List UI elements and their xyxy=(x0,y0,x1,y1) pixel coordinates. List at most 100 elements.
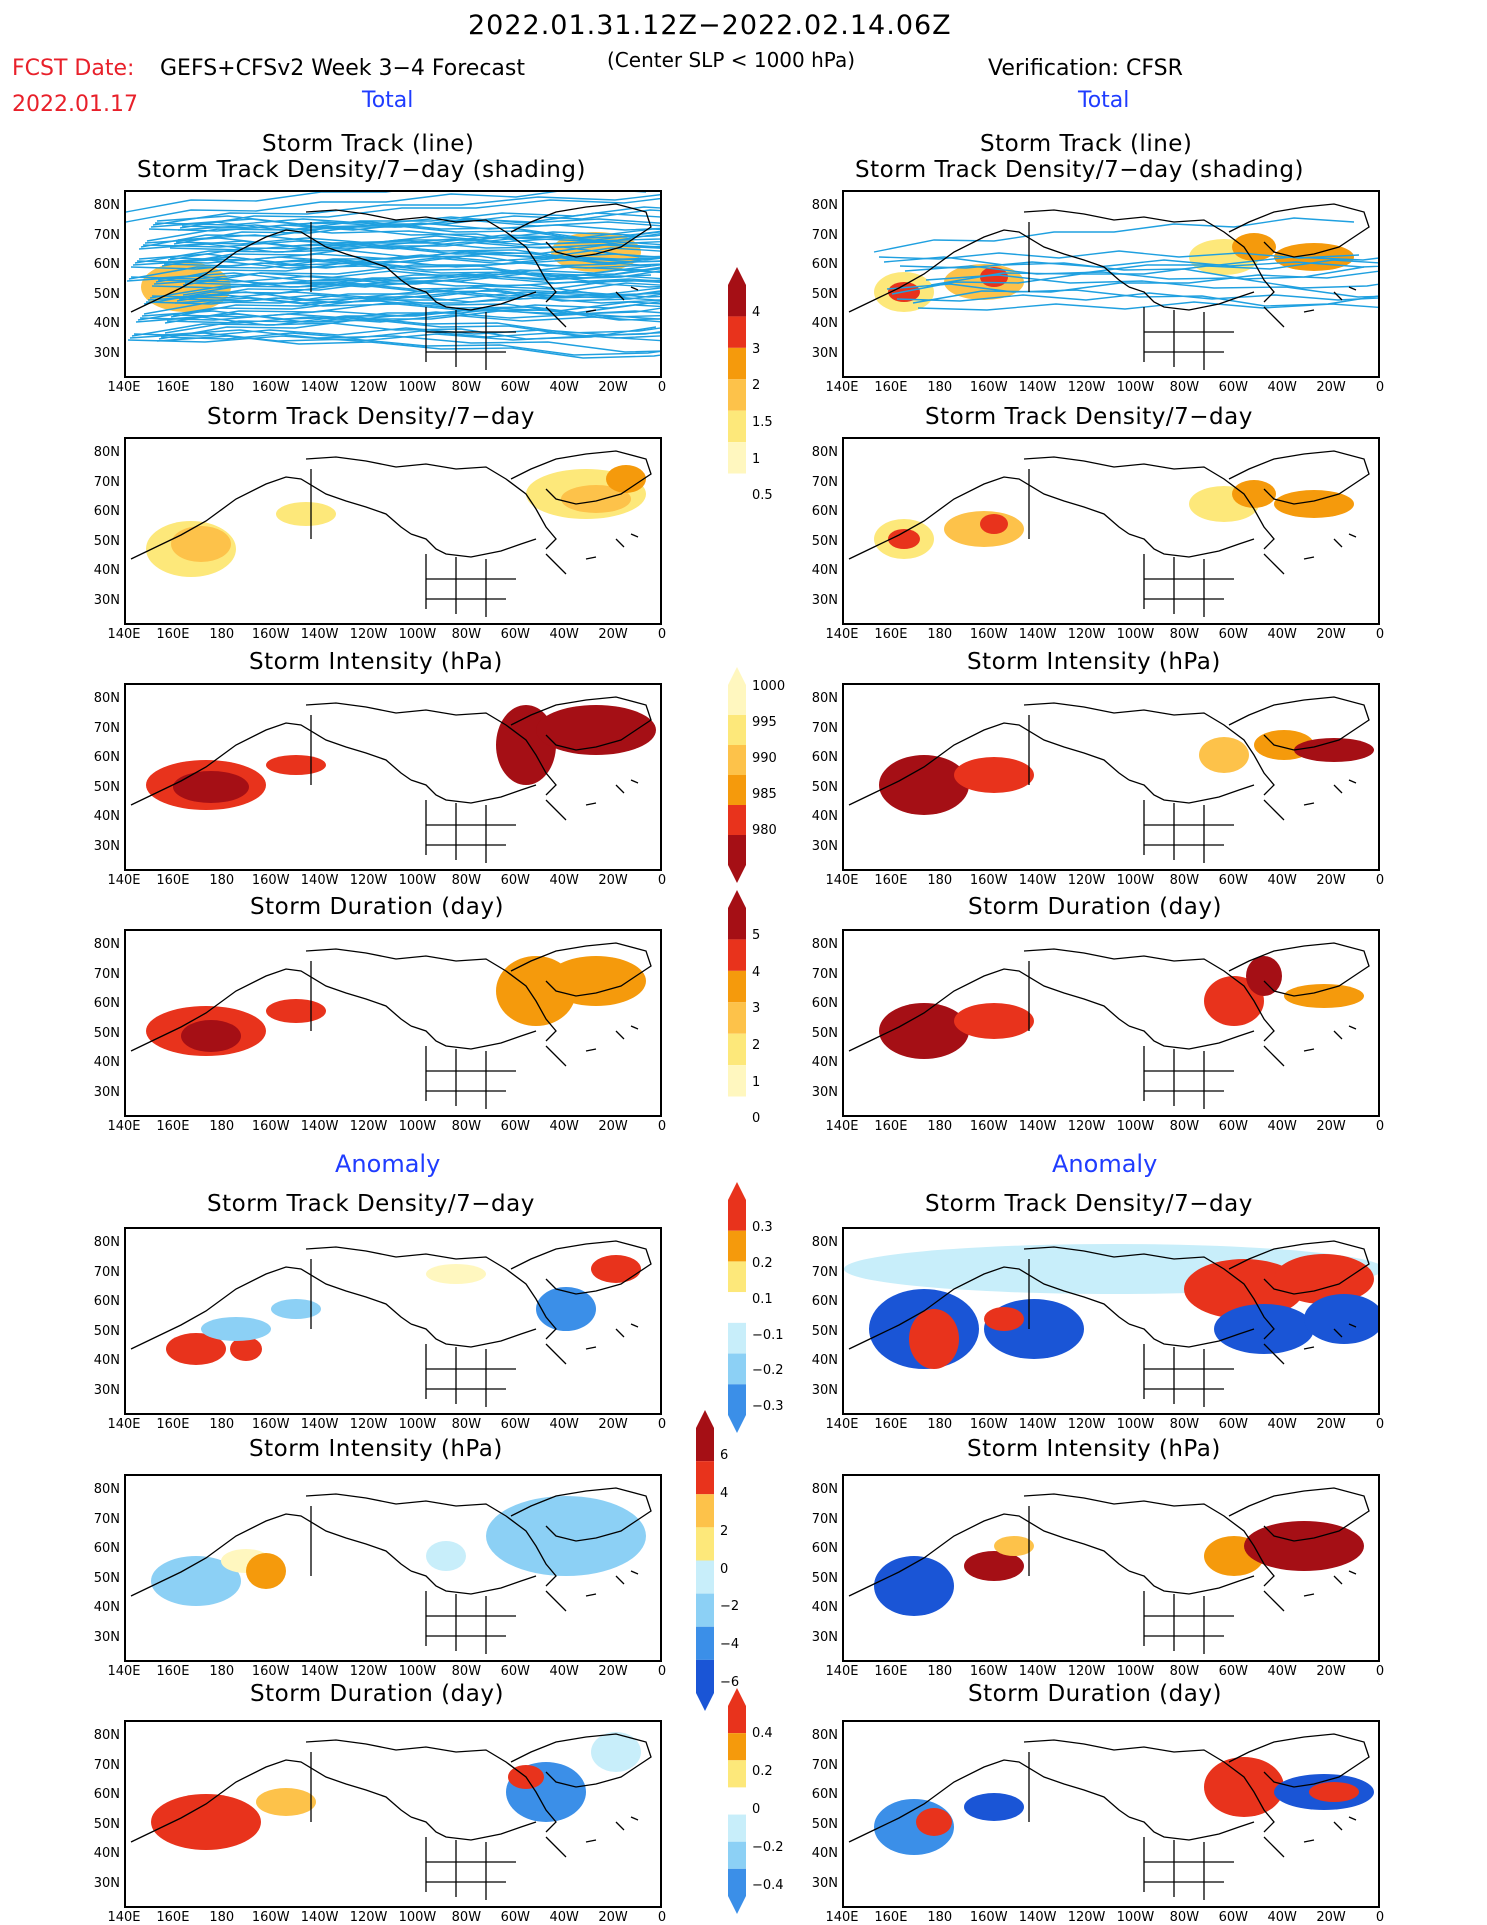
lon-label: 120W xyxy=(349,873,388,888)
lon-label: 0 xyxy=(1375,380,1385,395)
colorbar-label: 995 xyxy=(752,715,777,730)
lon-label: 140E xyxy=(825,873,859,888)
lon-label: 0 xyxy=(1375,873,1385,888)
storm-track-line xyxy=(154,216,660,226)
lat-label: 50N xyxy=(811,533,838,549)
lat-label: 60N xyxy=(93,1294,120,1309)
map-intensity-forecast xyxy=(124,683,662,871)
lon-label: 180 xyxy=(927,873,953,888)
colorbar-label: −0.4 xyxy=(752,1878,784,1893)
lon-label: 140E xyxy=(107,873,141,888)
coastline xyxy=(410,1025,537,1050)
lon-label: 20W xyxy=(598,1417,628,1432)
lat-label: 30N xyxy=(93,838,120,854)
shade-blob xyxy=(201,1317,271,1341)
coastline xyxy=(510,1487,652,1542)
lon-label: 180 xyxy=(209,380,235,395)
lon-label: 80W xyxy=(451,1417,482,1432)
lat-label: 40N xyxy=(811,809,838,824)
lat-label: 40N xyxy=(93,809,120,824)
shade-blob xyxy=(1199,737,1249,773)
colorbar-label: 985 xyxy=(752,787,777,802)
lat-label: 70N xyxy=(93,227,120,243)
colorbar-swatch xyxy=(728,1384,746,1415)
shade-blob xyxy=(151,1794,261,1850)
colorbar-top-arrow xyxy=(728,667,746,685)
coastline xyxy=(425,1591,516,1654)
panel4r-title: Storm Duration (day) xyxy=(968,894,1222,920)
lon-label: 160E xyxy=(156,1664,190,1679)
lon-label: 120W xyxy=(1067,1119,1106,1134)
colorbar-label: 0 xyxy=(752,1802,761,1817)
lon-label: 140W xyxy=(1018,627,1057,642)
lat-label: 50N xyxy=(93,1323,120,1339)
colorbar-swatch xyxy=(728,715,746,745)
lat-label: 30N xyxy=(93,1382,120,1398)
shade-blob xyxy=(984,1307,1024,1331)
coastline xyxy=(1228,203,1370,258)
lat-label: 40N xyxy=(93,316,120,331)
lon-label: 160E xyxy=(874,1119,908,1134)
coastline xyxy=(545,306,597,328)
coastline xyxy=(510,696,652,751)
lat-label: 60N xyxy=(811,750,838,765)
shade-blob xyxy=(546,956,646,1006)
lat-label: 50N xyxy=(811,1816,838,1832)
shade-blob xyxy=(1244,1521,1364,1571)
colorbar-label: −0.3 xyxy=(752,1399,784,1415)
lon-label: 120W xyxy=(1067,627,1106,642)
lat-label: 60N xyxy=(811,1787,838,1802)
colorbar-swatch xyxy=(728,775,746,805)
colorbar-bottom-arrow xyxy=(728,1415,746,1433)
coastline xyxy=(848,968,1130,1052)
lon-label: 60W xyxy=(500,873,530,888)
shade-blob xyxy=(536,705,656,755)
shade-blob xyxy=(888,529,920,549)
colorbar-label: 0.2 xyxy=(752,1764,773,1779)
map-density-anomaly-verification xyxy=(842,1227,1380,1415)
storm-track-line xyxy=(912,270,1378,304)
map-intensity-verification-svg xyxy=(848,696,1374,863)
map-intensity-anomaly-verification xyxy=(842,1474,1380,1662)
colorbar-label: 0.2 xyxy=(752,1255,773,1271)
shade-blob xyxy=(980,514,1008,534)
lon-label: 0 xyxy=(657,1664,667,1679)
colorbar-swatch xyxy=(696,1659,714,1693)
coastline xyxy=(425,307,516,370)
lon-label: 20W xyxy=(1316,380,1346,395)
storm-track-line xyxy=(177,224,660,248)
coastline xyxy=(1333,1025,1357,1040)
lat-label: 30N xyxy=(93,345,120,361)
map-duration-verification xyxy=(842,929,1380,1117)
lon-label: 40W xyxy=(549,380,579,395)
shade-blob xyxy=(591,1255,641,1283)
lat-label: 50N xyxy=(811,1570,838,1586)
coastline xyxy=(425,554,516,617)
lat-label: 60N xyxy=(811,1541,838,1556)
lon-label: 160W xyxy=(969,1119,1008,1134)
lon-label: 140W xyxy=(1018,873,1057,888)
coastline xyxy=(1333,779,1357,794)
panel6r-title: Storm Intensity (hPa) xyxy=(967,1436,1221,1462)
colorbar-swatch xyxy=(696,1527,714,1561)
map-intensity-anomaly-verification-svg xyxy=(848,1487,1370,1654)
colorbar-swatch xyxy=(696,1494,714,1528)
lon-label: 160W xyxy=(251,873,290,888)
shade-blob xyxy=(151,1556,241,1606)
left-model-title: GEFS+CFSv2 Week 3−4 Forecast xyxy=(160,56,525,81)
shade-blob xyxy=(1309,1782,1359,1802)
coastline xyxy=(615,1816,639,1831)
lon-label: 180 xyxy=(209,873,235,888)
shade-blob xyxy=(486,1496,646,1576)
coastline xyxy=(130,229,412,313)
storm-track-line xyxy=(131,301,660,337)
lat-label: 50N xyxy=(811,286,838,302)
lon-label: 0 xyxy=(657,873,667,888)
coastline xyxy=(615,1570,639,1585)
shade-blob xyxy=(266,755,326,775)
lat-label: 60N xyxy=(93,1541,120,1556)
coastline xyxy=(1333,1323,1357,1338)
coastline xyxy=(130,722,412,806)
storm-track-line xyxy=(152,194,660,226)
coastline xyxy=(1128,286,1255,311)
